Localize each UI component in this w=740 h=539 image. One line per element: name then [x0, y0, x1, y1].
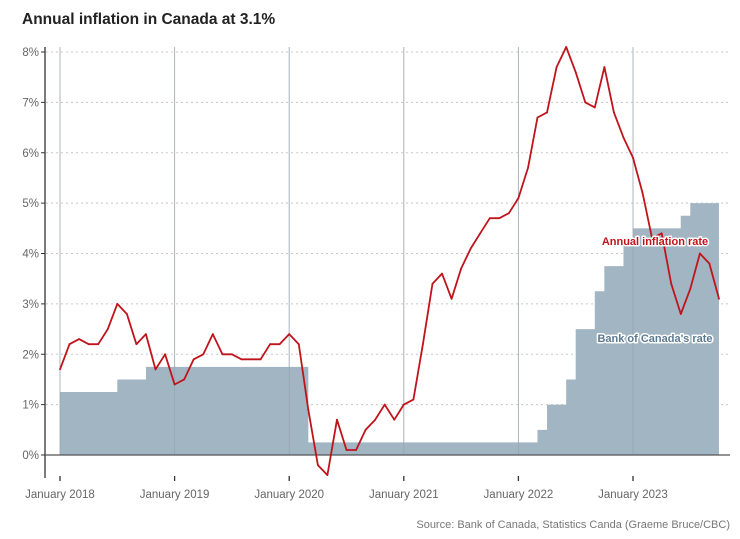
inflation-point: [211, 333, 214, 335]
inflation-point: [622, 136, 625, 139]
inflation-line: [59, 46, 720, 477]
inflation-point: [479, 232, 482, 235]
inflation-point: [422, 343, 424, 346]
series-label-bank-rate: Bank of Canada's rate: [597, 333, 712, 345]
inflation-point: [192, 358, 195, 361]
inflation-point: [679, 313, 682, 315]
x-tick-label: January 2018: [25, 489, 95, 501]
inflation-point: [431, 282, 434, 285]
inflation-point: [183, 378, 186, 381]
inflation-point: [240, 358, 243, 361]
inflation-point: [603, 66, 606, 69]
x-tick-label: January 2020: [254, 489, 324, 501]
inflation-point: [116, 302, 119, 305]
inflation-point: [670, 282, 673, 285]
inflation-point: [383, 403, 386, 406]
inflation-point: [135, 343, 138, 346]
inflation-point: [250, 358, 252, 361]
inflation-point: [59, 368, 61, 371]
inflation-point: [355, 449, 357, 451]
y-tick-label: 0%: [22, 450, 39, 462]
x-tick-label: January 2022: [484, 489, 554, 501]
inflation-point: [441, 272, 443, 275]
inflation-point: [259, 358, 262, 361]
chart-title: Annual inflation in Canada at 3.1%: [22, 11, 276, 28]
inflation-point: [97, 343, 100, 346]
inflation-point: [374, 418, 377, 421]
source-note: Source: Bank of Canada, Statistics Canda…: [416, 519, 730, 531]
inflation-point: [106, 328, 109, 330]
x-tick-label: January 2023: [598, 489, 668, 501]
inflation-point: [125, 313, 128, 315]
inflation-point: [613, 111, 615, 114]
series-label-inflation: Annual inflation rate: [602, 236, 708, 248]
inflation-point: [460, 267, 462, 270]
inflation-point: [393, 418, 396, 421]
x-tick-label: January 2021: [369, 489, 439, 501]
inflation-point: [68, 343, 71, 346]
inflation-point: [412, 398, 415, 401]
inflation-point: [469, 247, 472, 250]
inflation-point: [154, 368, 157, 371]
inflation-point: [555, 66, 558, 69]
y-tick-label: 2%: [22, 349, 39, 361]
inflation-point: [269, 343, 271, 346]
inflation-point: [689, 287, 692, 290]
inflation-point: [307, 408, 310, 411]
inflation-point: [498, 217, 501, 220]
inflation-point: [546, 111, 548, 114]
inflation-point: [718, 297, 720, 300]
inflation-point: [326, 474, 329, 477]
x-tick-label: January 2019: [140, 489, 210, 501]
inflation-point: [288, 333, 291, 335]
y-tick-label: 8%: [22, 47, 39, 59]
inflation-point: [584, 101, 587, 104]
inflation-point: [574, 71, 577, 74]
inflation-point: [517, 197, 520, 199]
inflation-point: [364, 428, 367, 431]
inflation-point: [527, 166, 529, 169]
y-tick-label: 3%: [22, 299, 39, 311]
inflation-point: [565, 46, 568, 48]
inflation-point: [632, 156, 634, 159]
inflation-point: [402, 403, 405, 406]
inflation-point: [202, 353, 205, 356]
inflation-point: [145, 333, 147, 335]
inflation-point: [651, 237, 653, 240]
inflation-point: [488, 217, 491, 220]
inflation-point: [336, 418, 338, 421]
inflation-point: [708, 262, 711, 265]
inflation-point: [698, 252, 701, 255]
inflation-point: [221, 353, 224, 356]
inflation-point: [278, 343, 281, 346]
y-tick-label: 4%: [22, 249, 39, 261]
inflation-point: [87, 343, 90, 346]
inflation-point: [593, 106, 596, 109]
y-tick-label: 1%: [22, 400, 39, 412]
inflation-point: [660, 232, 663, 235]
inflation-point: [297, 343, 300, 346]
inflation-point: [231, 353, 233, 356]
inflation-point: [164, 353, 166, 356]
inflation-point: [78, 338, 80, 341]
inflation-point: [641, 192, 644, 194]
inflation-point: [536, 116, 539, 119]
y-tick-label: 5%: [22, 198, 39, 210]
y-tick-label: 6%: [22, 148, 39, 160]
bank-rate-area: [60, 203, 719, 455]
y-tick-label: 7%: [22, 97, 39, 109]
inflation-point: [507, 212, 510, 215]
inflation-point: [450, 297, 453, 300]
inflation-point: [316, 464, 319, 466]
inflation-point: [345, 449, 348, 451]
inflation-point: [173, 383, 176, 386]
